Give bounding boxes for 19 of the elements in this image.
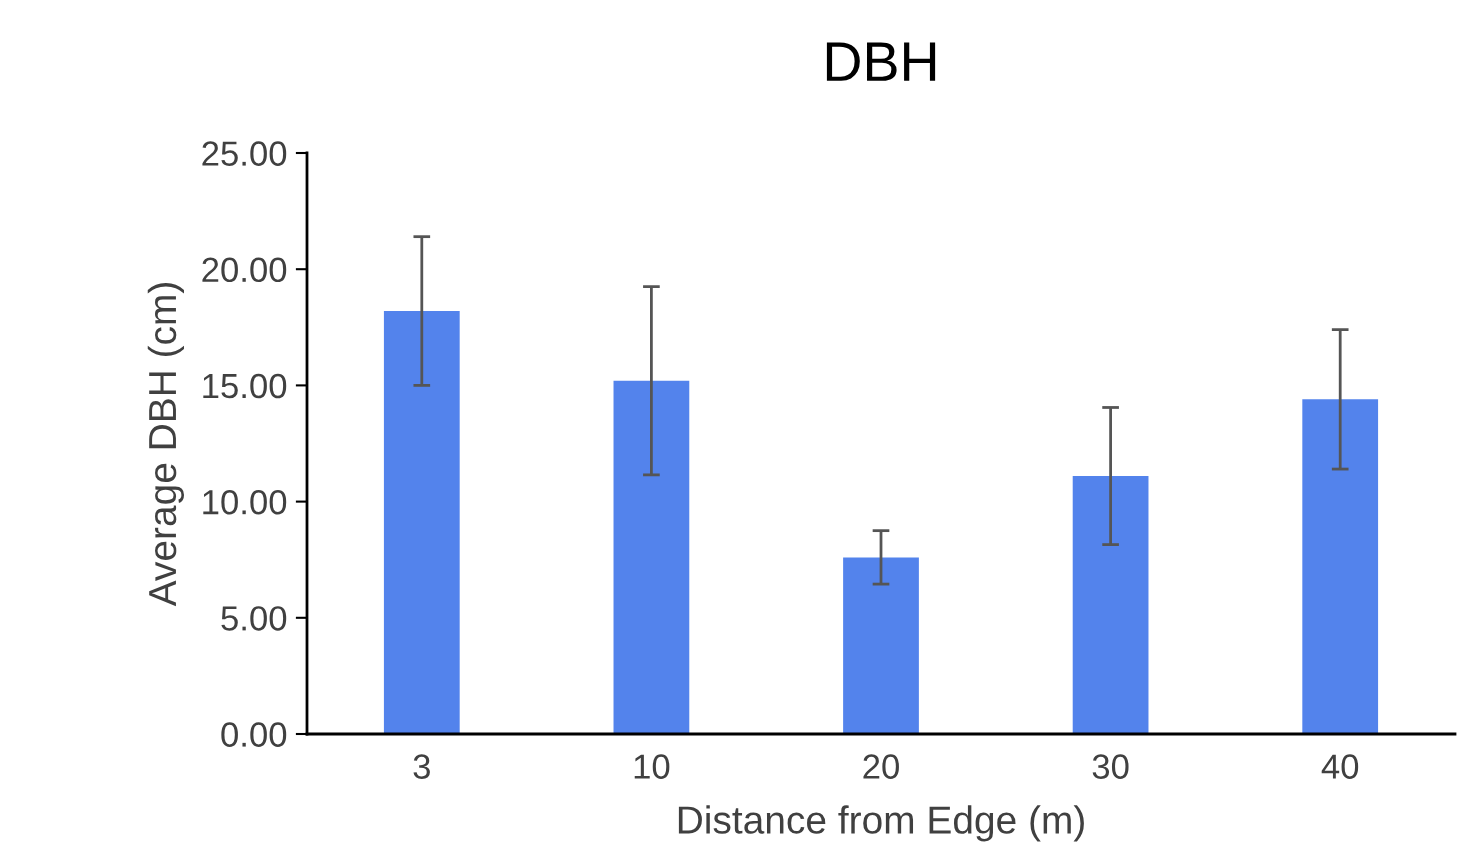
y-tick-label: 5.00 bbox=[221, 606, 287, 631]
y-tick-label: 10.00 bbox=[203, 489, 287, 515]
y-tick-label: 20.00 bbox=[202, 257, 287, 283]
x-tick-label: 30 bbox=[1092, 754, 1129, 779]
chart-title: DBH bbox=[826, 42, 936, 81]
bar bbox=[613, 380, 690, 734]
x-tick-label: 10 bbox=[634, 754, 670, 779]
bar bbox=[1072, 476, 1149, 734]
y-axis-title: Average DBH (cm) bbox=[147, 283, 185, 607]
bar bbox=[383, 311, 460, 734]
y-tick-label: 15.00 bbox=[203, 373, 287, 399]
x-tick-label: 40 bbox=[1321, 754, 1359, 779]
bar bbox=[843, 557, 919, 734]
x-tick-label: 20 bbox=[863, 754, 899, 779]
bar bbox=[1302, 399, 1379, 734]
x-tick-label: 3 bbox=[413, 754, 430, 779]
y-tick-label: 25.00 bbox=[202, 141, 287, 166]
y-tick-label: 0.00 bbox=[221, 722, 287, 747]
x-axis-title: Distance from Edge (m) bbox=[678, 805, 1084, 842]
